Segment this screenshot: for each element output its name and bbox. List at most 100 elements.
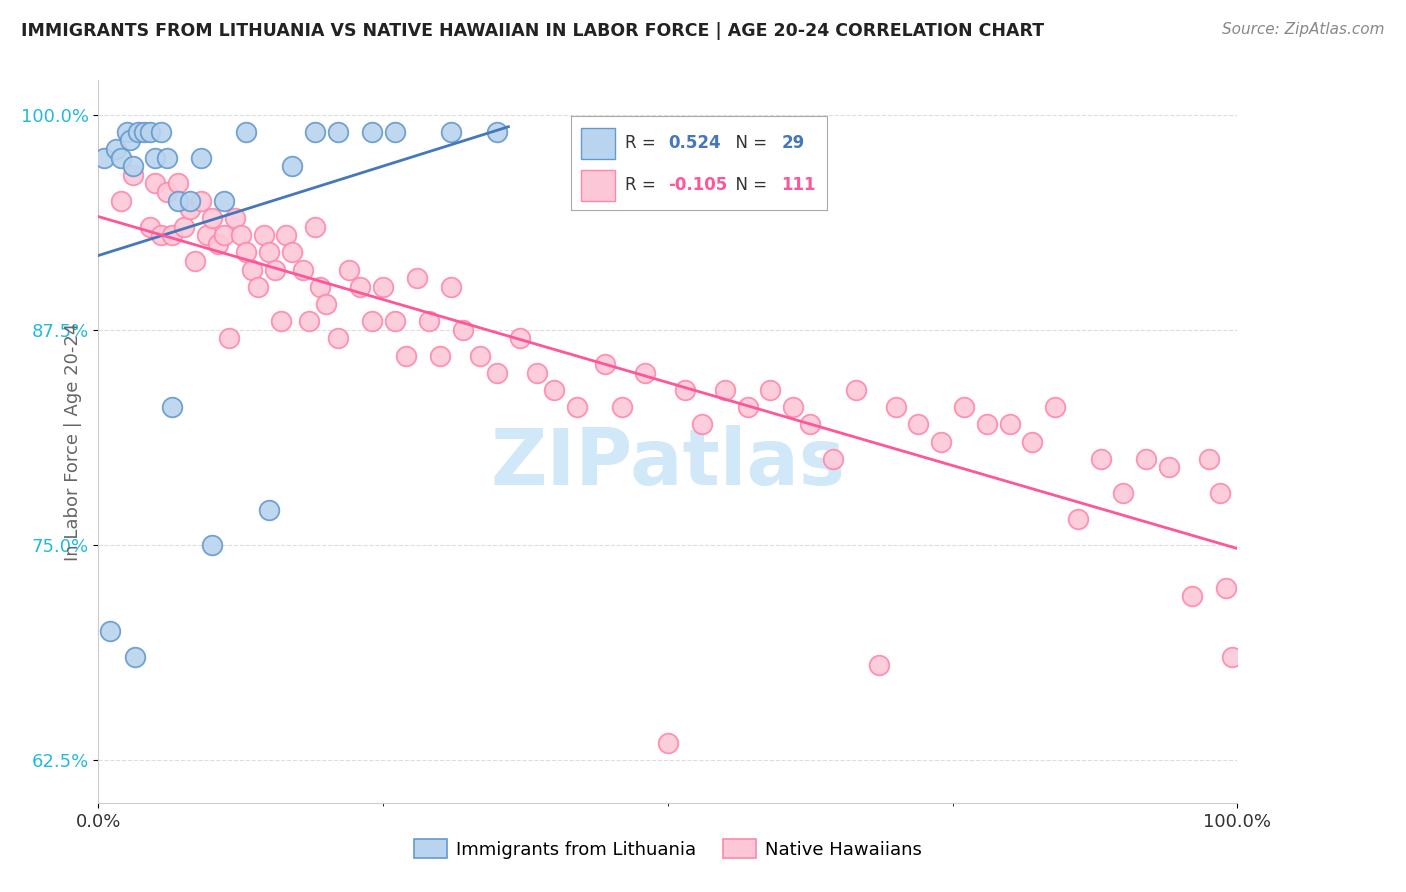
Point	[259, 503, 281, 517]
Legend: Immigrants from Lithuania, Native Hawaiians: Immigrants from Lithuania, Native Hawaii…	[408, 832, 928, 866]
Point	[1220, 649, 1243, 664]
Point	[167, 177, 190, 191]
Point	[657, 735, 679, 749]
Point	[1043, 400, 1066, 414]
Point	[1198, 451, 1220, 466]
Point	[218, 331, 240, 345]
Point	[145, 151, 167, 165]
Point	[634, 366, 657, 380]
Point	[104, 142, 127, 156]
Point	[1090, 451, 1112, 466]
Point	[270, 314, 292, 328]
Point	[138, 219, 160, 234]
Point	[115, 125, 138, 139]
Point	[509, 331, 531, 345]
Point	[132, 125, 155, 139]
Point	[179, 194, 201, 208]
Point	[360, 125, 382, 139]
Point	[173, 219, 195, 234]
Point	[264, 262, 287, 277]
Point	[195, 228, 218, 243]
Point	[259, 245, 281, 260]
Point	[229, 228, 252, 243]
Point	[953, 400, 976, 414]
Point	[309, 279, 332, 293]
Point	[145, 177, 167, 191]
Point	[998, 417, 1021, 432]
Point	[304, 125, 326, 139]
Point	[276, 228, 298, 243]
Point	[673, 383, 696, 397]
Point	[976, 417, 998, 432]
Point	[429, 349, 451, 363]
Point	[714, 383, 737, 397]
Point	[737, 400, 759, 414]
Point	[690, 417, 713, 432]
Point	[418, 314, 440, 328]
Point	[304, 219, 326, 234]
Point	[138, 125, 160, 139]
Point	[127, 125, 149, 139]
Point	[406, 271, 429, 285]
Point	[110, 151, 132, 165]
Point	[156, 185, 179, 199]
Point	[190, 194, 212, 208]
Point	[907, 417, 929, 432]
Point	[782, 400, 804, 414]
Point	[1135, 451, 1157, 466]
Point	[326, 125, 349, 139]
Point	[884, 400, 907, 414]
Point	[326, 331, 349, 345]
Point	[98, 624, 121, 638]
Point	[190, 151, 212, 165]
Point	[167, 194, 190, 208]
Point	[212, 194, 235, 208]
Point	[1215, 581, 1237, 595]
Text: ZIPatlas: ZIPatlas	[491, 425, 845, 501]
Point	[246, 279, 269, 293]
Point	[162, 400, 184, 414]
Point	[868, 658, 890, 673]
Point	[298, 314, 321, 328]
Point	[486, 125, 509, 139]
Point	[349, 279, 371, 293]
Point	[1067, 512, 1090, 526]
Point	[543, 383, 565, 397]
Point	[1181, 590, 1204, 604]
Point	[799, 417, 821, 432]
Point	[292, 262, 315, 277]
Point	[120, 133, 142, 147]
Point	[384, 314, 406, 328]
Point	[451, 323, 474, 337]
Point	[759, 383, 782, 397]
Point	[395, 349, 418, 363]
Point	[1209, 486, 1232, 500]
Point	[821, 451, 844, 466]
Text: IMMIGRANTS FROM LITHUANIA VS NATIVE HAWAIIAN IN LABOR FORCE | AGE 20-24 CORRELAT: IMMIGRANTS FROM LITHUANIA VS NATIVE HAWA…	[21, 22, 1045, 40]
Point	[281, 159, 304, 173]
Point	[337, 262, 360, 277]
Point	[150, 228, 173, 243]
Point	[235, 245, 257, 260]
Y-axis label: In Labor Force | Age 20-24: In Labor Force | Age 20-24	[63, 322, 82, 561]
Point	[121, 159, 143, 173]
Point	[201, 211, 224, 225]
Point	[150, 125, 173, 139]
Point	[110, 194, 132, 208]
Point	[156, 151, 179, 165]
Point	[124, 649, 146, 664]
Point	[235, 125, 257, 139]
Point	[565, 400, 588, 414]
Point	[845, 383, 868, 397]
Point	[1021, 434, 1043, 449]
Point	[121, 168, 143, 182]
Point	[93, 151, 115, 165]
Point	[179, 202, 201, 217]
Point	[1112, 486, 1135, 500]
Point	[593, 357, 616, 371]
Point	[240, 262, 263, 277]
Point	[281, 245, 304, 260]
Point	[486, 366, 509, 380]
Point	[371, 279, 394, 293]
Point	[440, 125, 463, 139]
